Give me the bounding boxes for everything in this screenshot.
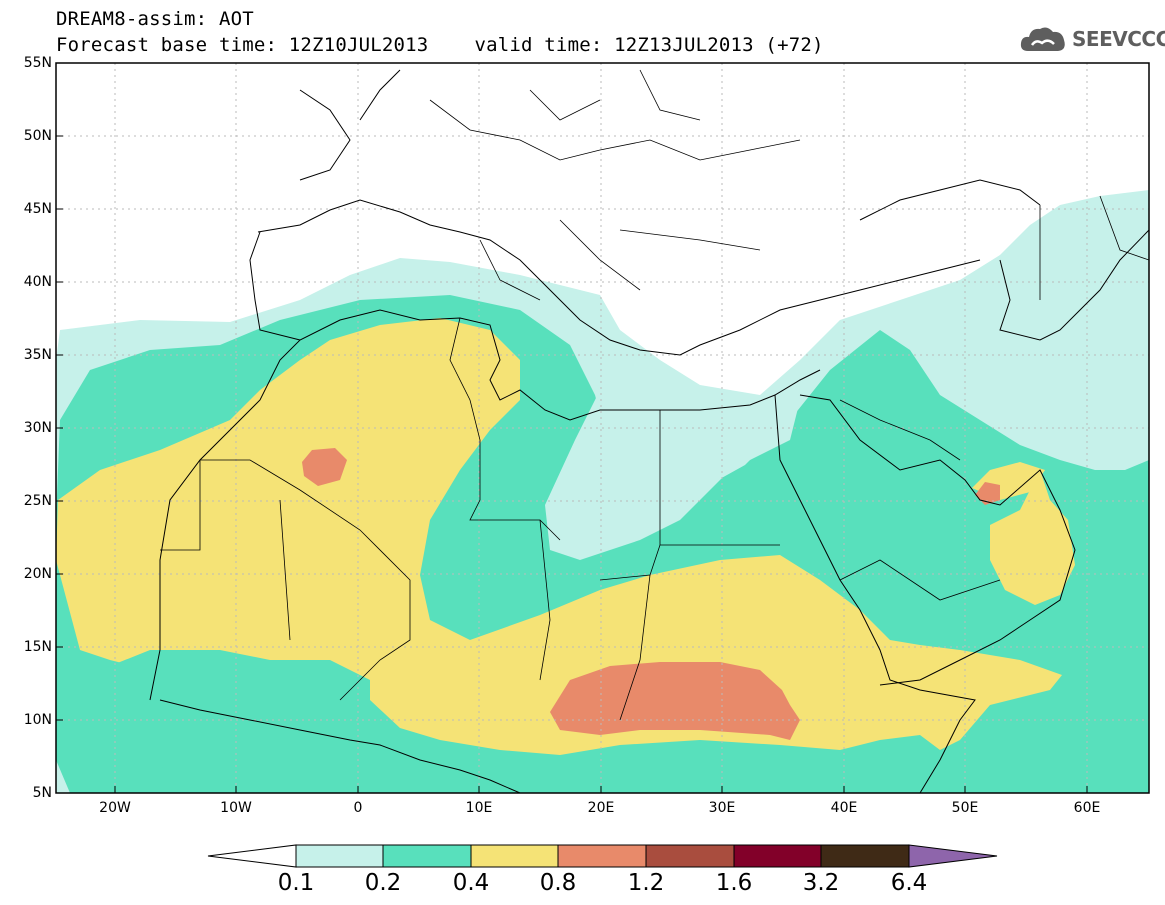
lat-label: 15N [23,639,52,655]
lat-label: 20N [23,566,52,582]
axis-ticks [56,62,1088,793]
cloud-logo-icon [1020,27,1065,51]
lat-label: 35N [23,347,52,363]
lat-label: 50N [23,128,52,144]
logo-text: SEEVCCC [1072,27,1165,51]
lat-label: 45N [23,201,52,217]
aot-0.4-region [56,318,1062,755]
valid-time: valid time: 12Z13JUL2013 (+72) [474,34,824,56]
colorbar-label: 1.6 [715,870,753,896]
colorbar [207,844,998,868]
lon-label: 0 [353,800,363,816]
lat-label: 55N [23,55,52,71]
colorbar-label: 0.4 [452,870,490,896]
map-subtitle: Forecast base time: 12Z10JUL2013 valid ti… [56,34,824,56]
aot-0.1-region-interior [545,390,800,560]
colorbar-over [908,844,998,868]
colorbar-label: 0.1 [277,870,315,896]
colorbar-bin-2 [382,844,472,868]
lon-label: 40E [830,800,858,816]
aot-0.8-sudan-band [550,662,800,740]
lat-label: 10N [23,712,52,728]
aot-0.2-westafrica [60,650,370,770]
colorbar-label: 6.4 [890,870,928,896]
aot-0.4-arabia [990,470,1075,605]
lat-label: 30N [23,420,52,436]
lon-label: 20W [99,800,131,816]
lat-label: 25N [23,493,52,509]
colorbar-bin-5 [645,844,735,868]
colorbar-under [207,844,297,868]
aot-0.8-gulf-spot [975,482,1000,505]
lat-label: 5N [32,785,52,801]
graticule [56,63,1149,793]
lon-label: 50E [951,800,979,816]
colorbar-label: 0.2 [364,870,402,896]
colorbar-label: 3.2 [802,870,840,896]
colorbar-bin-4 [557,844,647,868]
colorbar-label: 1.2 [627,870,665,896]
aot-0.8-sahara-spot [302,448,347,486]
country-borders [160,69,1149,721]
colorbar-bin-3 [470,844,559,868]
colorbar-label: 0.8 [539,870,577,896]
lon-label: 60E [1073,800,1101,816]
colorbar-bin-6 [733,844,822,868]
map-title: DREAM8-assim: AOT [56,8,254,30]
colorbar-bin-7 [820,844,910,868]
colorbar-bin-1 [295,844,384,868]
lon-label: 10W [220,800,252,816]
lon-label: 30E [708,800,736,816]
logo: SEEVCCC [1018,22,1165,56]
lat-label: 40N [23,274,52,290]
base-time: Forecast base time: 12Z10JUL2013 [56,34,429,56]
coastlines [149,69,1149,793]
lon-label: 10E [465,800,493,816]
lon-label: 20E [587,800,615,816]
